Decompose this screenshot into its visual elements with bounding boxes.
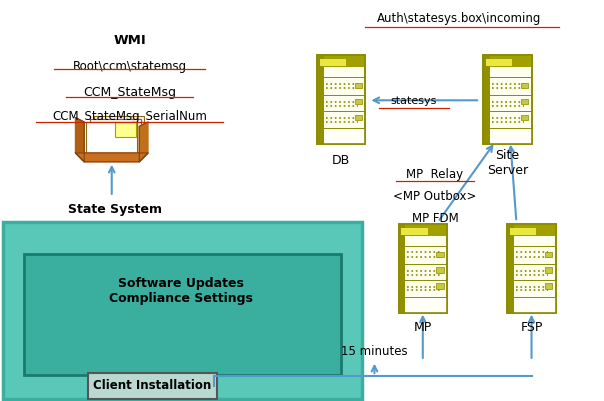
Bar <box>401 228 428 235</box>
Bar <box>115 123 136 138</box>
Bar <box>399 225 447 236</box>
Bar <box>355 83 362 89</box>
Text: MP: MP <box>414 320 432 333</box>
Bar <box>399 225 405 313</box>
Bar <box>490 128 532 144</box>
Polygon shape <box>76 118 84 162</box>
Bar <box>483 56 532 144</box>
Bar <box>545 284 552 289</box>
Text: Root\ccm\statemsg: Root\ccm\statemsg <box>73 60 187 73</box>
Text: FSP: FSP <box>520 320 543 333</box>
Bar <box>317 56 365 68</box>
Bar <box>88 373 217 399</box>
Bar <box>507 225 556 313</box>
Bar <box>317 56 324 144</box>
Bar <box>90 119 141 153</box>
Bar <box>24 255 341 375</box>
Text: Client Installation: Client Installation <box>93 379 211 391</box>
Bar <box>510 228 536 235</box>
Text: Auth\statesys.box\incoming: Auth\statesys.box\incoming <box>377 12 541 24</box>
Bar <box>545 268 552 273</box>
Bar <box>483 56 532 144</box>
Text: MP FDM: MP FDM <box>411 211 458 224</box>
Bar <box>355 99 362 105</box>
Text: WMI: WMI <box>114 34 146 47</box>
Bar <box>436 252 443 257</box>
Bar <box>355 115 362 121</box>
Bar <box>436 284 443 289</box>
Bar <box>317 56 365 144</box>
Text: CCM_StateMsg: CCM_StateMsg <box>83 86 176 99</box>
Bar <box>545 252 552 257</box>
Bar <box>436 268 443 273</box>
Text: 15 minutes: 15 minutes <box>341 344 408 357</box>
Bar <box>399 225 447 313</box>
Bar <box>86 123 137 156</box>
Bar <box>324 128 365 144</box>
Text: <MP Outbox>: <MP Outbox> <box>393 190 477 203</box>
Polygon shape <box>140 123 148 162</box>
Bar <box>405 297 447 313</box>
Bar <box>507 225 514 313</box>
Text: statesys: statesys <box>391 96 437 106</box>
Text: MP  Relay: MP Relay <box>406 168 463 181</box>
Bar <box>507 225 556 313</box>
Text: Site
Server: Site Server <box>487 148 528 176</box>
Text: DB: DB <box>332 154 350 167</box>
Bar <box>3 223 362 399</box>
Polygon shape <box>76 154 148 162</box>
Bar <box>507 225 556 236</box>
Bar <box>399 225 447 313</box>
Text: CCM_StateMsg_SerialNum: CCM_StateMsg_SerialNum <box>53 110 207 123</box>
Bar <box>486 60 512 67</box>
Bar <box>521 83 528 89</box>
Text: Software Updates
Compliance Settings: Software Updates Compliance Settings <box>109 277 253 305</box>
Bar <box>483 56 532 68</box>
Bar <box>521 115 528 121</box>
Bar <box>521 99 528 105</box>
Text: State System: State System <box>68 202 162 215</box>
Bar <box>514 297 556 313</box>
Bar <box>94 116 144 150</box>
Bar <box>317 56 365 144</box>
Bar <box>483 56 490 144</box>
Bar <box>320 60 346 67</box>
